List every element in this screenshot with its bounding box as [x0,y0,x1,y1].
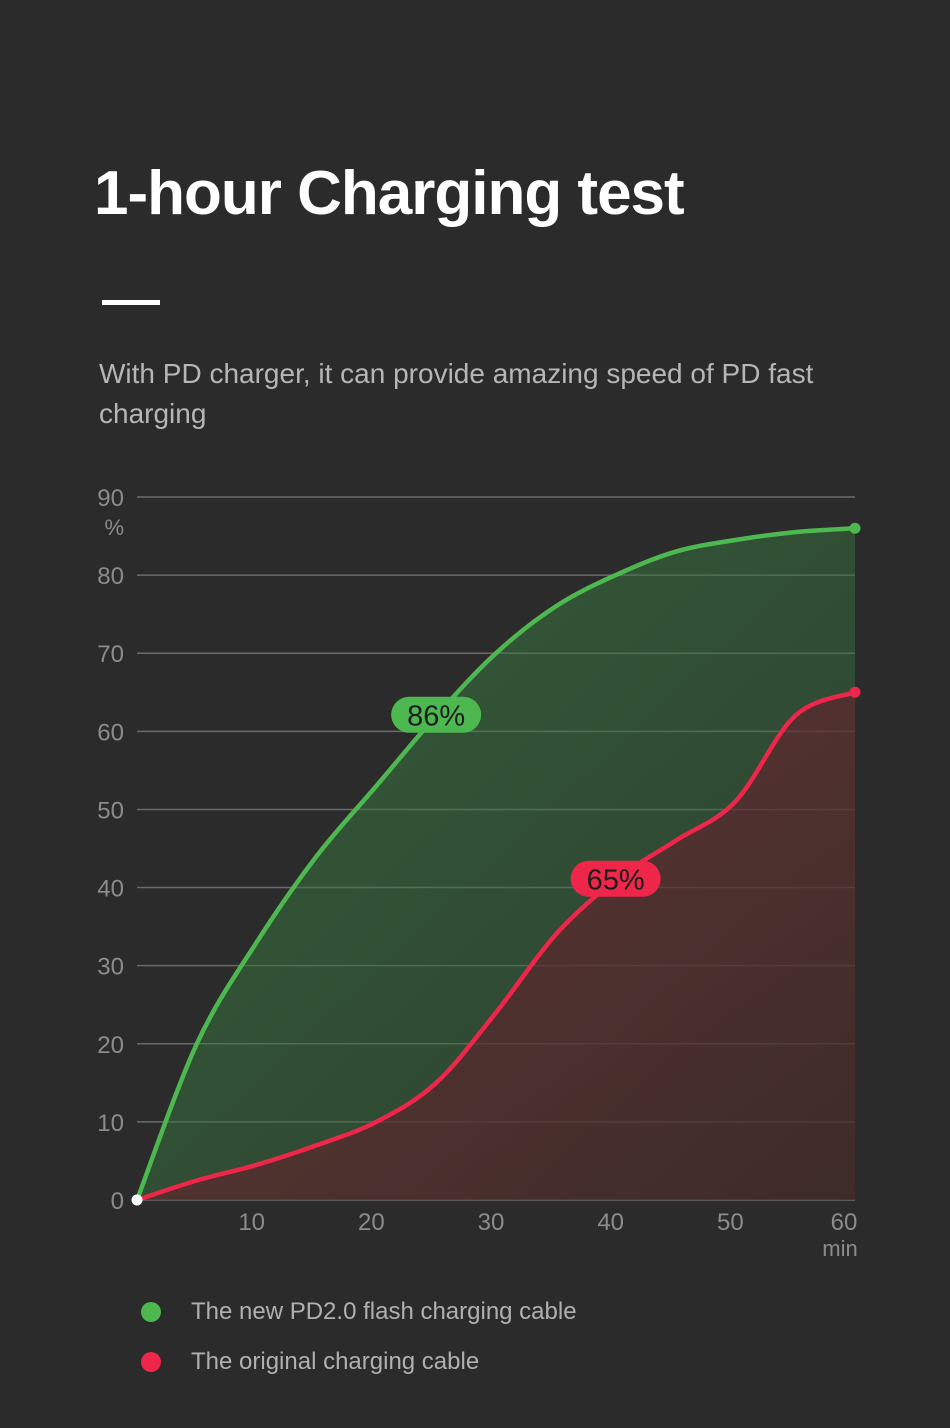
chart-legend: The new PD2.0 flash charging cable The o… [140,1287,577,1387]
x-tick-label: 40 [597,1209,624,1236]
legend-item-original-cable: The original charging cable [140,1337,577,1387]
x-axis-unit: min [822,1236,857,1261]
x-tick-label: 30 [478,1209,505,1236]
value-annotations: 86% 65% [391,696,661,897]
x-tick-label: 10 [238,1209,265,1236]
page-title: 1-hour Charging test [94,159,685,228]
y-tick-label: 30 [97,954,124,981]
y-tick-label: 40 [97,876,124,903]
annotation-pill-pd-cable [391,696,482,733]
legend-label: The new PD2.0 flash charging cable [191,1298,577,1325]
x-tick-label: 60 [831,1209,858,1236]
line-pd-cable [134,525,858,1203]
x-tick-label: 50 [717,1209,744,1236]
origin-point [131,1194,143,1206]
series-points [131,522,861,1206]
title-underline [102,300,160,305]
annotation-label-pd-cable: 86% [407,701,465,733]
y-tick-label: 80 [97,563,124,590]
legend-item-pd-cable: The new PD2.0 flash charging cable [140,1287,577,1337]
y-tick-label: 50 [97,797,124,824]
page-subtitle: With PD charger, it can provide amazing … [99,358,814,429]
legend-marker-red [141,1352,161,1372]
series-areas [137,528,855,1200]
series-lines [134,525,858,1203]
y-tick-label: 60 [97,719,124,746]
y-tick-label: 90 [97,485,124,512]
annotation-pill-original-cable [570,860,661,897]
end-point-original-cable [849,686,861,698]
area-original-cable [137,692,855,1200]
legend-marker-green [141,1302,161,1322]
x-tick-label: 20 [358,1209,385,1236]
line-original-cable [134,690,858,1203]
y-tick-label: 10 [97,1110,124,1137]
y-tick-label: 70 [97,641,124,668]
legend-label: The original charging cable [191,1348,480,1375]
y-tick-label: 20 [97,1032,124,1059]
y-tick-label: 0 [111,1188,124,1215]
annotation-label-original-cable: 65% [587,865,645,897]
end-point-pd-cable [849,522,861,534]
y-axis-unit: % [104,515,124,540]
